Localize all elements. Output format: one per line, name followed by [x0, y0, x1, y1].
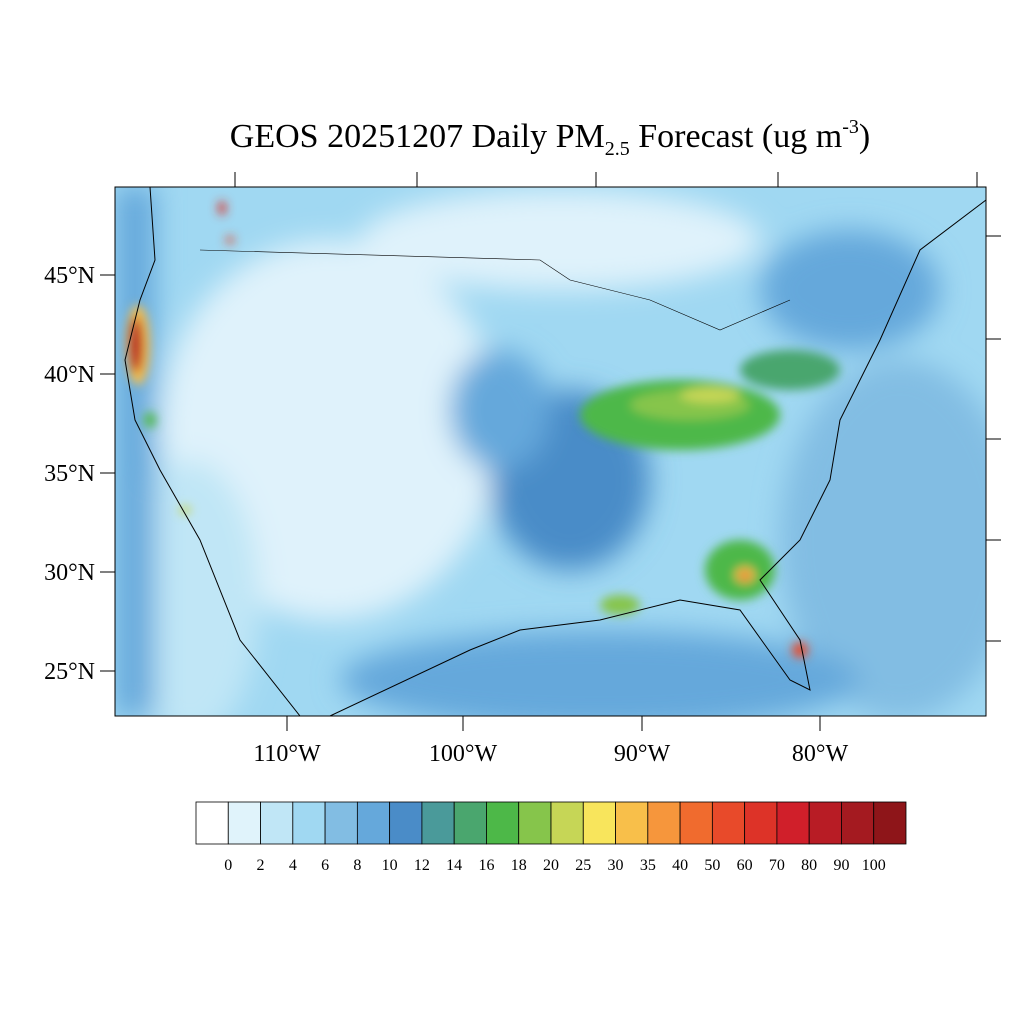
colorbar-label: 20	[543, 857, 559, 874]
colorbar-box	[776, 801, 810, 845]
lat-label: 25°N	[44, 659, 95, 685]
colorbar-box	[679, 801, 713, 845]
colorbar-label: 70	[769, 857, 785, 874]
colorbar-label: 30	[608, 857, 624, 874]
colorbar-label: 6	[321, 857, 329, 874]
colorbar-label: 2	[257, 857, 265, 874]
colorbar-label: 35	[640, 857, 656, 874]
colorbar-label: 4	[289, 857, 297, 874]
colorbar-label: 14	[446, 857, 462, 874]
colorbar-box	[486, 801, 520, 845]
map-field	[115, 187, 986, 716]
map-ticks	[100, 172, 1001, 731]
colorbar-box	[324, 801, 358, 845]
colorbar-box	[711, 801, 746, 845]
colorbar-label: 10	[382, 857, 398, 874]
title-after: Forecast (ug m	[630, 118, 842, 155]
colorbar-box	[873, 801, 907, 845]
colorbar-label: 50	[704, 857, 720, 874]
lon-label: 110°W	[253, 741, 321, 767]
colorbar-box	[615, 801, 649, 845]
lat-label: 40°N	[44, 362, 95, 388]
colorbar-box	[453, 801, 487, 845]
colorbar-box	[389, 801, 423, 845]
title: GEOS 20251207 Daily PM2.5 Forecast (ug m…	[230, 116, 870, 160]
colorbar-label: 60	[737, 857, 753, 874]
colorbar-label: 40	[672, 857, 688, 874]
colorbar-box	[647, 801, 681, 845]
colorbar-box	[195, 801, 229, 845]
lon-label: 100°W	[429, 741, 498, 767]
colorbar-box	[841, 801, 875, 845]
colorbar-box	[550, 801, 584, 845]
colorbar-box	[227, 801, 261, 845]
lon-label: 80°W	[792, 741, 849, 767]
title-close: )	[859, 118, 870, 155]
map-frame	[114, 186, 987, 717]
title-superscript: -3	[842, 116, 859, 138]
colorbar-label: 18	[511, 857, 527, 874]
colorbar-box	[260, 801, 294, 845]
colorbar-box	[518, 801, 552, 845]
colorbar-box	[292, 801, 326, 845]
colorbar-label: 12	[414, 857, 430, 874]
colorbar-box	[808, 801, 842, 845]
colorbar-label: 100	[862, 857, 886, 874]
title-subscript: 2.5	[605, 138, 630, 160]
axis-labels: 45°N 40°N 35°N 30°N 25°N 110°W 100°W 90°W 80°W	[44, 263, 848, 767]
colorbar: 0 2 4 6 8 10 12 14 16 18 20 25 30 35 40 50 60 70 80 90 100	[195, 801, 907, 874]
colorbar-label: 80	[801, 857, 817, 874]
lat-label: 35°N	[44, 461, 95, 487]
lat-label: 30°N	[44, 560, 95, 586]
colorbar-box	[421, 801, 455, 845]
colorbar-label: 0	[224, 857, 232, 874]
colorbar-box	[744, 801, 778, 845]
colorbar-box	[582, 801, 616, 845]
colorbar-label: 90	[833, 857, 849, 874]
colorbar-label: 16	[478, 857, 494, 874]
colorbar-label: 25	[575, 857, 591, 874]
lat-label: 45°N	[44, 263, 95, 289]
title-main: GEOS 20251207 Daily PM	[230, 118, 605, 155]
colorbar-box	[356, 801, 391, 845]
lon-label: 90°W	[614, 741, 671, 767]
colorbar-label: 8	[353, 857, 361, 874]
